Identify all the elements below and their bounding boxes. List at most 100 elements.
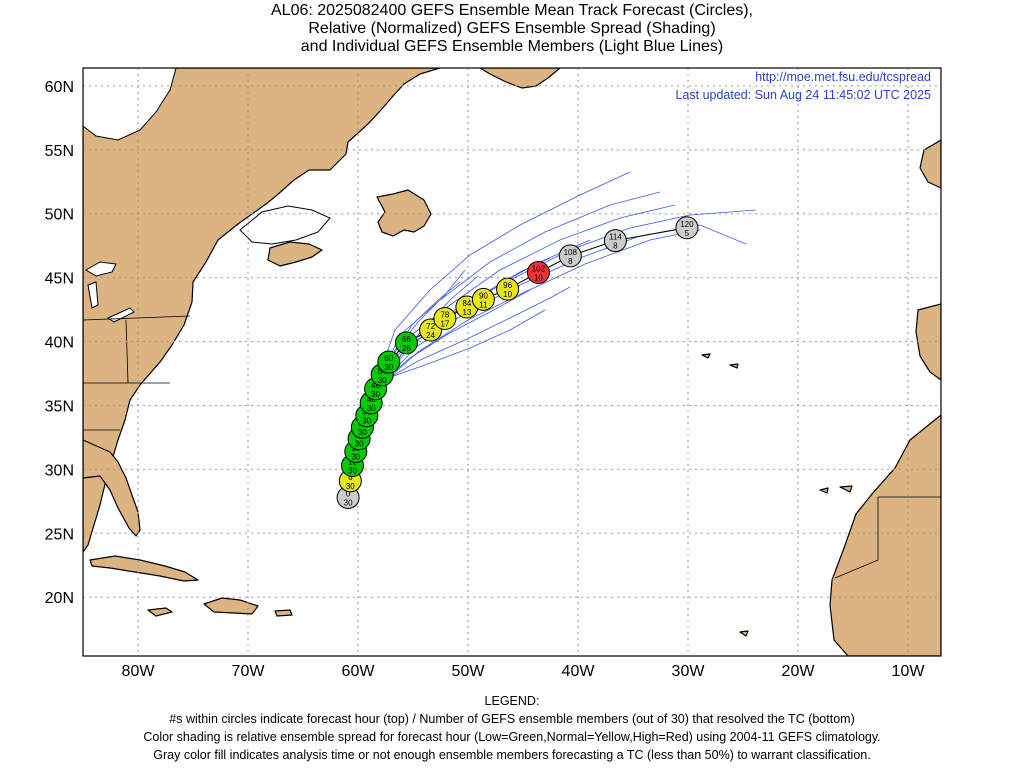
great-lake-superior (85, 261, 117, 277)
forecast-hour-label: 96 (503, 281, 512, 290)
forecast-hour-label: 48 (371, 381, 380, 390)
track-point-circle (496, 277, 520, 301)
track-point-circle (526, 261, 550, 285)
legend-line-3: Gray color fill indicates analysis time … (153, 748, 871, 762)
forecast-hour-label: 120 (680, 220, 694, 229)
member-count-label: 24 (426, 331, 435, 340)
political-borders (83, 315, 941, 579)
member-count-label: 30 (371, 390, 380, 399)
lat-tick-label: 45N (45, 271, 74, 288)
last-updated-text: Last updated: Sun Aug 24 11:45:02 UTC 20… (675, 88, 931, 102)
africa-land (829, 414, 941, 656)
forecast-hour-label: 102 (532, 265, 546, 274)
iberia-land (915, 303, 941, 381)
member-line (379, 286, 571, 384)
track-point-circle (377, 350, 401, 374)
title-line-1: AL06: 2025082400 GEFS Ensemble Mean Trac… (271, 2, 753, 19)
forecast-hour-label: 84 (462, 299, 471, 308)
lat-tick-label: 60N (45, 79, 74, 96)
nova-scotia-land (267, 241, 323, 267)
member-count-label: 30 (384, 363, 393, 372)
lat-tick-label: 30N (45, 462, 74, 479)
member-count-label: 30 (351, 452, 360, 461)
ireland-land (919, 139, 941, 189)
member-count-label: 11 (479, 300, 488, 309)
member-count-label: 30 (348, 467, 357, 476)
member-count-label: 30 (367, 404, 376, 413)
member-line (379, 229, 701, 387)
greenland-land (479, 68, 561, 89)
lon-tick-label: 10W (892, 663, 926, 680)
source-url-link[interactable]: http://moe.met.fsu.edu/tcspread (755, 70, 931, 84)
member-count-label: 8 (568, 257, 573, 266)
lon-tick-label: 30W (672, 663, 706, 680)
hudson-bay (83, 68, 177, 141)
track-point-circle (558, 244, 582, 268)
cape-verde-island (739, 630, 749, 637)
track-point-circle (433, 307, 457, 331)
lat-tick-label: 20N (45, 590, 74, 607)
lat-tick-label: 50N (45, 207, 74, 224)
member-count-label: 17 (440, 320, 449, 329)
track-point-circle (394, 331, 418, 355)
forecast-hour-label: 90 (479, 291, 488, 300)
inland-waters (83, 68, 331, 323)
lon-tick-label: 60W (342, 663, 376, 680)
title-line-2: Relative (Normalized) GEFS Ensemble Spre… (308, 20, 716, 37)
member-count-label: 10 (503, 290, 512, 299)
cuba-land (89, 555, 199, 582)
lon-tick-label: 20W (782, 663, 816, 680)
forecast-hour-label: 0 (346, 489, 351, 498)
track-point-circle (675, 216, 699, 240)
forecast-hour-label: 72 (426, 322, 435, 331)
azores-island-2 (729, 363, 739, 369)
member-count-label: 30 (344, 498, 353, 507)
member-line (379, 289, 531, 385)
track-point-circle (603, 229, 627, 253)
lon-tick-label: 80W (122, 663, 156, 680)
newfoundland-land (376, 189, 432, 237)
track-map: 0306301230183024303030363042304830543060… (45, 67, 942, 680)
member-count-label: 30 (378, 376, 387, 385)
forecast-hour-label: 108 (564, 248, 578, 257)
lon-tick-label: 50W (452, 663, 486, 680)
canary-island (819, 487, 829, 494)
legend-heading: LEGEND: (484, 694, 540, 708)
canary-island-2 (839, 485, 853, 493)
azores-island (701, 353, 711, 359)
member-count-label: 8 (613, 242, 618, 251)
member-count-label: 26 (402, 344, 411, 353)
land-masses (83, 68, 941, 656)
map-frame (82, 67, 942, 657)
title-line-3: and Individual GEFS Ensemble Members (Li… (300, 38, 724, 55)
legend-line-2: Color shading is relative ensemble sprea… (143, 730, 881, 744)
legend-line-1: #s within circles indicate forecast hour… (169, 712, 855, 726)
member-count-label: 30 (346, 482, 355, 491)
axis-labels: 80W 70W 60W 50W 40W 30W 20W 10W 60N 55N 50N 45N 40N 3… (45, 79, 926, 680)
forecast-hour-label: 6 (348, 473, 353, 482)
member-count-label: 5 (685, 229, 690, 238)
track-point-circle (471, 287, 495, 311)
lat-tick-label: 25N (45, 526, 74, 543)
forecast-hour-label: 60 (384, 354, 393, 363)
lon-tick-label: 70W (232, 663, 266, 680)
member-count-label: 13 (462, 308, 471, 317)
grid-lines (83, 68, 941, 656)
member-count-label: 10 (534, 274, 543, 283)
track-markers: 0306301230183024303030363042304830543060… (336, 216, 699, 509)
hispaniola-land (203, 597, 259, 615)
lat-tick-label: 35N (45, 398, 74, 415)
forecast-hour-label: 114 (609, 233, 622, 242)
lat-tick-label: 40N (45, 335, 74, 352)
forecast-hour-label: 78 (440, 311, 449, 320)
gulf-of-st-lawrence (239, 205, 331, 245)
lat-tick-label: 55N (45, 143, 74, 160)
puerto-rico-land (274, 609, 293, 617)
